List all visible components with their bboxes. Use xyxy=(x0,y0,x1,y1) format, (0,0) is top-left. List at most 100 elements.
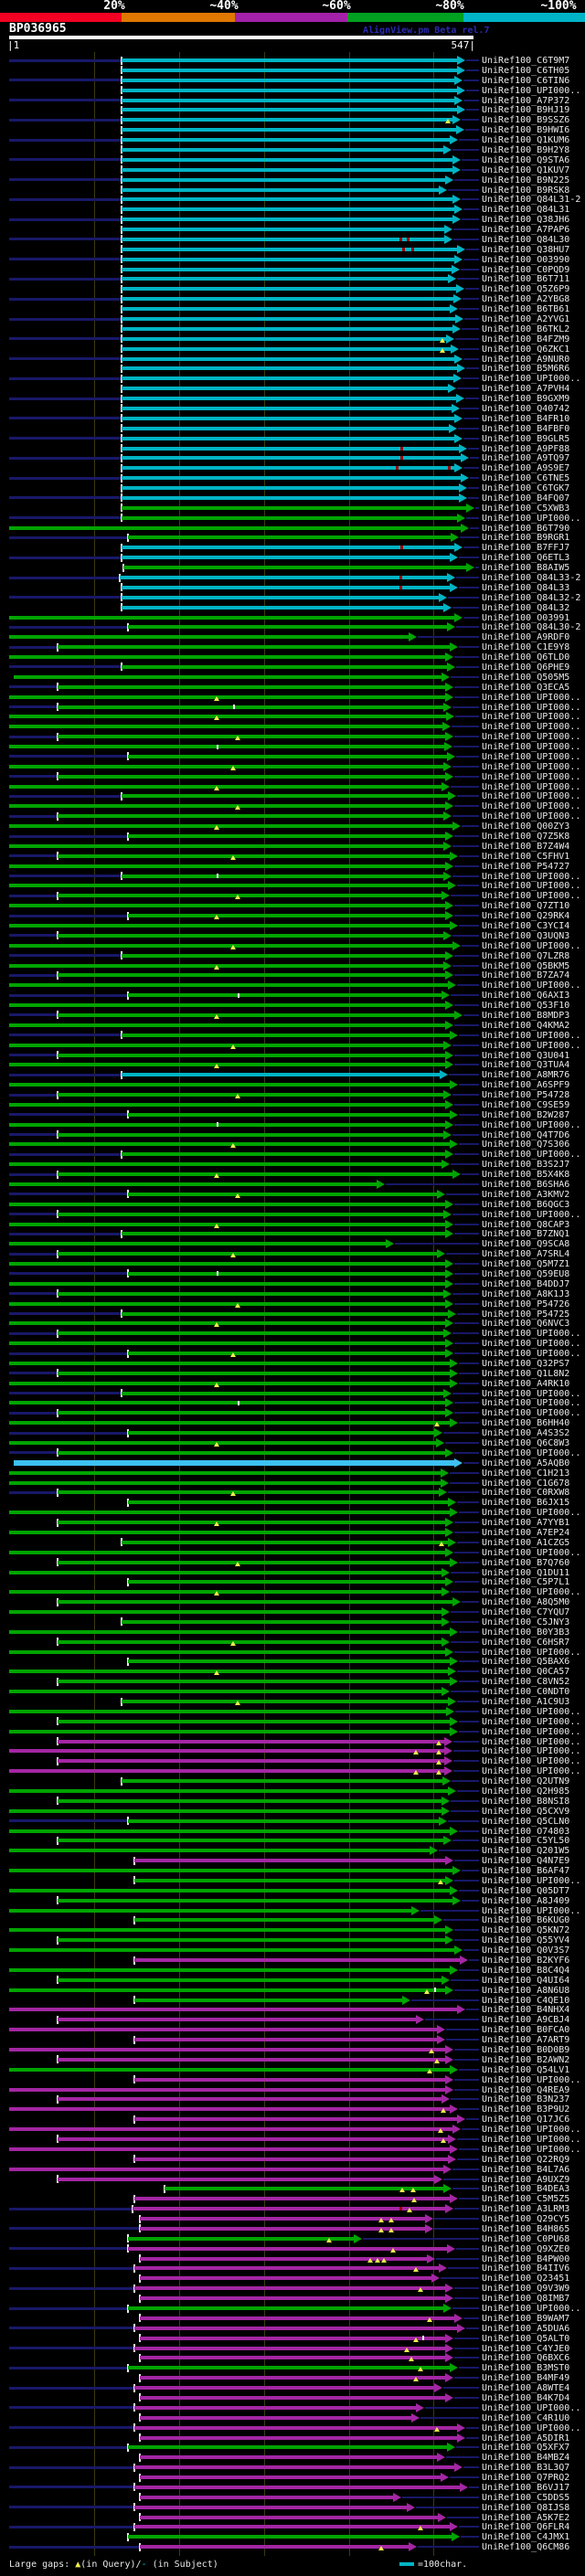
row-label[interactable]: UniRef100_C8VN52 xyxy=(482,1677,570,1688)
alignment-bar[interactable] xyxy=(134,2425,457,2430)
alignment-bar[interactable] xyxy=(58,1012,454,1017)
alignment-bar[interactable] xyxy=(9,1421,450,1426)
row-label[interactable]: UniRef100_Q00ZY3 xyxy=(482,822,570,832)
row-label[interactable]: UniRef100_B7Z4W4 xyxy=(482,841,570,852)
alignment-bar[interactable] xyxy=(140,2435,457,2440)
alignment-bar[interactable] xyxy=(9,1869,452,1873)
row-label[interactable]: UniRef100_A2YBG8 xyxy=(482,294,570,305)
alignment-bar[interactable] xyxy=(58,1798,441,1803)
alignment-bar[interactable] xyxy=(9,525,461,530)
alignment-bar[interactable] xyxy=(122,595,439,599)
row-label[interactable]: UniRef100_UPI000.. xyxy=(482,1726,581,1737)
alignment-bar[interactable] xyxy=(134,2465,454,2470)
row-label[interactable]: UniRef100_B0Y3B3 xyxy=(482,1627,570,1638)
alignment-bar[interactable] xyxy=(134,2525,450,2529)
row-label[interactable]: UniRef100_C5YL50 xyxy=(482,1836,570,1847)
alignment-bar[interactable] xyxy=(140,2217,425,2221)
row-label[interactable]: UniRef100_UPI000.. xyxy=(482,1209,581,1220)
row-label[interactable]: UniRef100_A7PAP6 xyxy=(482,225,570,236)
row-label[interactable]: UniRef100_UPI000.. xyxy=(482,1647,581,1658)
row-label[interactable]: UniRef100_Q6AXI3 xyxy=(482,991,570,1002)
row-label[interactable]: UniRef100_C6HSR7 xyxy=(482,1637,570,1648)
row-label[interactable]: UniRef100_B4L7A6 xyxy=(482,2164,570,2175)
alignment-bar[interactable] xyxy=(58,2097,441,2102)
alignment-bar[interactable] xyxy=(9,1242,386,1246)
alignment-bar[interactable] xyxy=(128,1192,437,1196)
alignment-bar[interactable] xyxy=(122,1152,445,1157)
row-label[interactable]: UniRef100_Q7PRQ2 xyxy=(482,2473,570,2484)
row-label[interactable]: UniRef100_Q9XZE0 xyxy=(482,2243,570,2254)
row-label[interactable]: UniRef100_B3P9U2 xyxy=(482,2104,570,2115)
row-label[interactable]: UniRef100_Q55YV4 xyxy=(482,1935,570,1946)
alignment-bar[interactable] xyxy=(9,615,454,620)
row-label[interactable]: UniRef100_Q6ZKC1 xyxy=(482,344,570,355)
row-label[interactable]: UniRef100_B4NHX4 xyxy=(482,2005,570,2016)
row-label[interactable]: UniRef100_UPI000.. xyxy=(482,2074,581,2085)
row-label[interactable]: UniRef100_B8NSI8 xyxy=(482,1796,570,1807)
row-label[interactable]: UniRef100_UPI000.. xyxy=(482,1030,581,1041)
alignment-bar[interactable] xyxy=(122,167,452,172)
row-label[interactable]: UniRef100_UPI000.. xyxy=(482,771,581,782)
alignment-bar[interactable] xyxy=(122,336,446,341)
row-label[interactable]: UniRef100_Q2H985 xyxy=(482,1786,570,1797)
alignment-bar[interactable] xyxy=(122,1619,441,1624)
alignment-bar[interactable] xyxy=(9,1321,445,1326)
row-label[interactable]: UniRef100_UPI000.. xyxy=(482,2125,581,2136)
row-label[interactable]: UniRef100_Q84L31 xyxy=(482,205,570,216)
row-label[interactable]: UniRef100_P54728 xyxy=(482,1090,570,1101)
alignment-bar[interactable] xyxy=(58,684,445,689)
alignment-bar[interactable] xyxy=(122,197,452,202)
alignment-bar[interactable] xyxy=(140,2395,445,2400)
row-label[interactable]: UniRef100_C6TNE5 xyxy=(482,473,570,484)
row-label[interactable]: UniRef100_UPI000.. xyxy=(482,1766,581,1777)
row-label[interactable]: UniRef100_A7YYB1 xyxy=(482,1518,570,1529)
row-label[interactable]: UniRef100_Q7S306 xyxy=(482,1140,570,1150)
alignment-bar[interactable] xyxy=(58,1977,441,1982)
row-label[interactable]: UniRef100_UPI000.. xyxy=(482,801,581,812)
row-label[interactable]: UniRef100_A3KMV2 xyxy=(482,1189,570,1200)
alignment-bar[interactable] xyxy=(140,2455,437,2460)
row-label[interactable]: UniRef100_Q0V3S7 xyxy=(482,1945,570,1956)
alignment-bar[interactable] xyxy=(9,1470,441,1475)
row-label[interactable]: UniRef100_UPI000.. xyxy=(482,1349,581,1360)
row-label[interactable]: UniRef100_A8MR76 xyxy=(482,1070,570,1081)
row-label[interactable]: UniRef100_Q4REA9 xyxy=(482,2084,570,2095)
row-label[interactable]: UniRef100_C1H213 xyxy=(482,1468,570,1479)
alignment-bar[interactable] xyxy=(134,1878,445,1882)
row-label[interactable]: UniRef100_Q6C8W3 xyxy=(482,1438,570,1448)
alignment-bar[interactable] xyxy=(9,1480,441,1485)
alignment-bar[interactable] xyxy=(122,317,455,321)
row-label[interactable]: UniRef100_UPI000.. xyxy=(482,2134,581,2145)
row-label[interactable]: UniRef100_UPI000.. xyxy=(482,2304,581,2314)
alignment-bar[interactable] xyxy=(9,1570,441,1574)
row-label[interactable]: UniRef100_Q1DU11 xyxy=(482,1567,570,1578)
row-label[interactable]: UniRef100_UPI000.. xyxy=(482,1040,581,1051)
row-label[interactable]: UniRef100_A2YVG1 xyxy=(482,314,570,324)
alignment-bar[interactable] xyxy=(122,1073,440,1077)
alignment-bar[interactable] xyxy=(122,287,456,292)
alignment-bar[interactable] xyxy=(134,1958,460,1963)
row-label[interactable]: UniRef100_UPI000.. xyxy=(482,2402,581,2413)
alignment-bar[interactable] xyxy=(122,1700,448,1704)
row-label[interactable]: UniRef100_B4PW00 xyxy=(482,2253,570,2264)
row-label[interactable]: UniRef100_UPI000.. xyxy=(482,712,581,723)
alignment-bar[interactable] xyxy=(58,1521,445,1525)
row-label[interactable]: UniRef100_UPI000.. xyxy=(482,981,581,991)
alignment-bar[interactable] xyxy=(9,2147,450,2151)
alignment-bar[interactable] xyxy=(9,745,444,749)
row-label[interactable]: UniRef100_B2W287 xyxy=(482,1109,570,1120)
alignment-bar[interactable] xyxy=(140,2226,425,2231)
row-label[interactable]: UniRef100_B6T711 xyxy=(482,274,570,285)
row-label[interactable]: UniRef100_Q5BAX6 xyxy=(482,1657,570,1668)
alignment-bar[interactable] xyxy=(140,2515,438,2519)
alignment-bar[interactable] xyxy=(9,784,441,789)
alignment-bar[interactable] xyxy=(134,1918,434,1923)
row-label[interactable]: UniRef100_B4FQ07 xyxy=(482,493,570,504)
alignment-bar[interactable] xyxy=(134,2077,445,2082)
row-label[interactable]: UniRef100_C6TIN6 xyxy=(482,75,570,86)
row-label[interactable]: UniRef100_Q84L33 xyxy=(482,582,570,593)
row-label[interactable]: UniRef100_Q53F10 xyxy=(482,1001,570,1012)
row-label[interactable]: UniRef100_A5AQB0 xyxy=(482,1458,570,1468)
row-label[interactable]: UniRef100_Q84L32-2 xyxy=(482,592,581,603)
alignment-bar[interactable] xyxy=(134,2157,448,2161)
